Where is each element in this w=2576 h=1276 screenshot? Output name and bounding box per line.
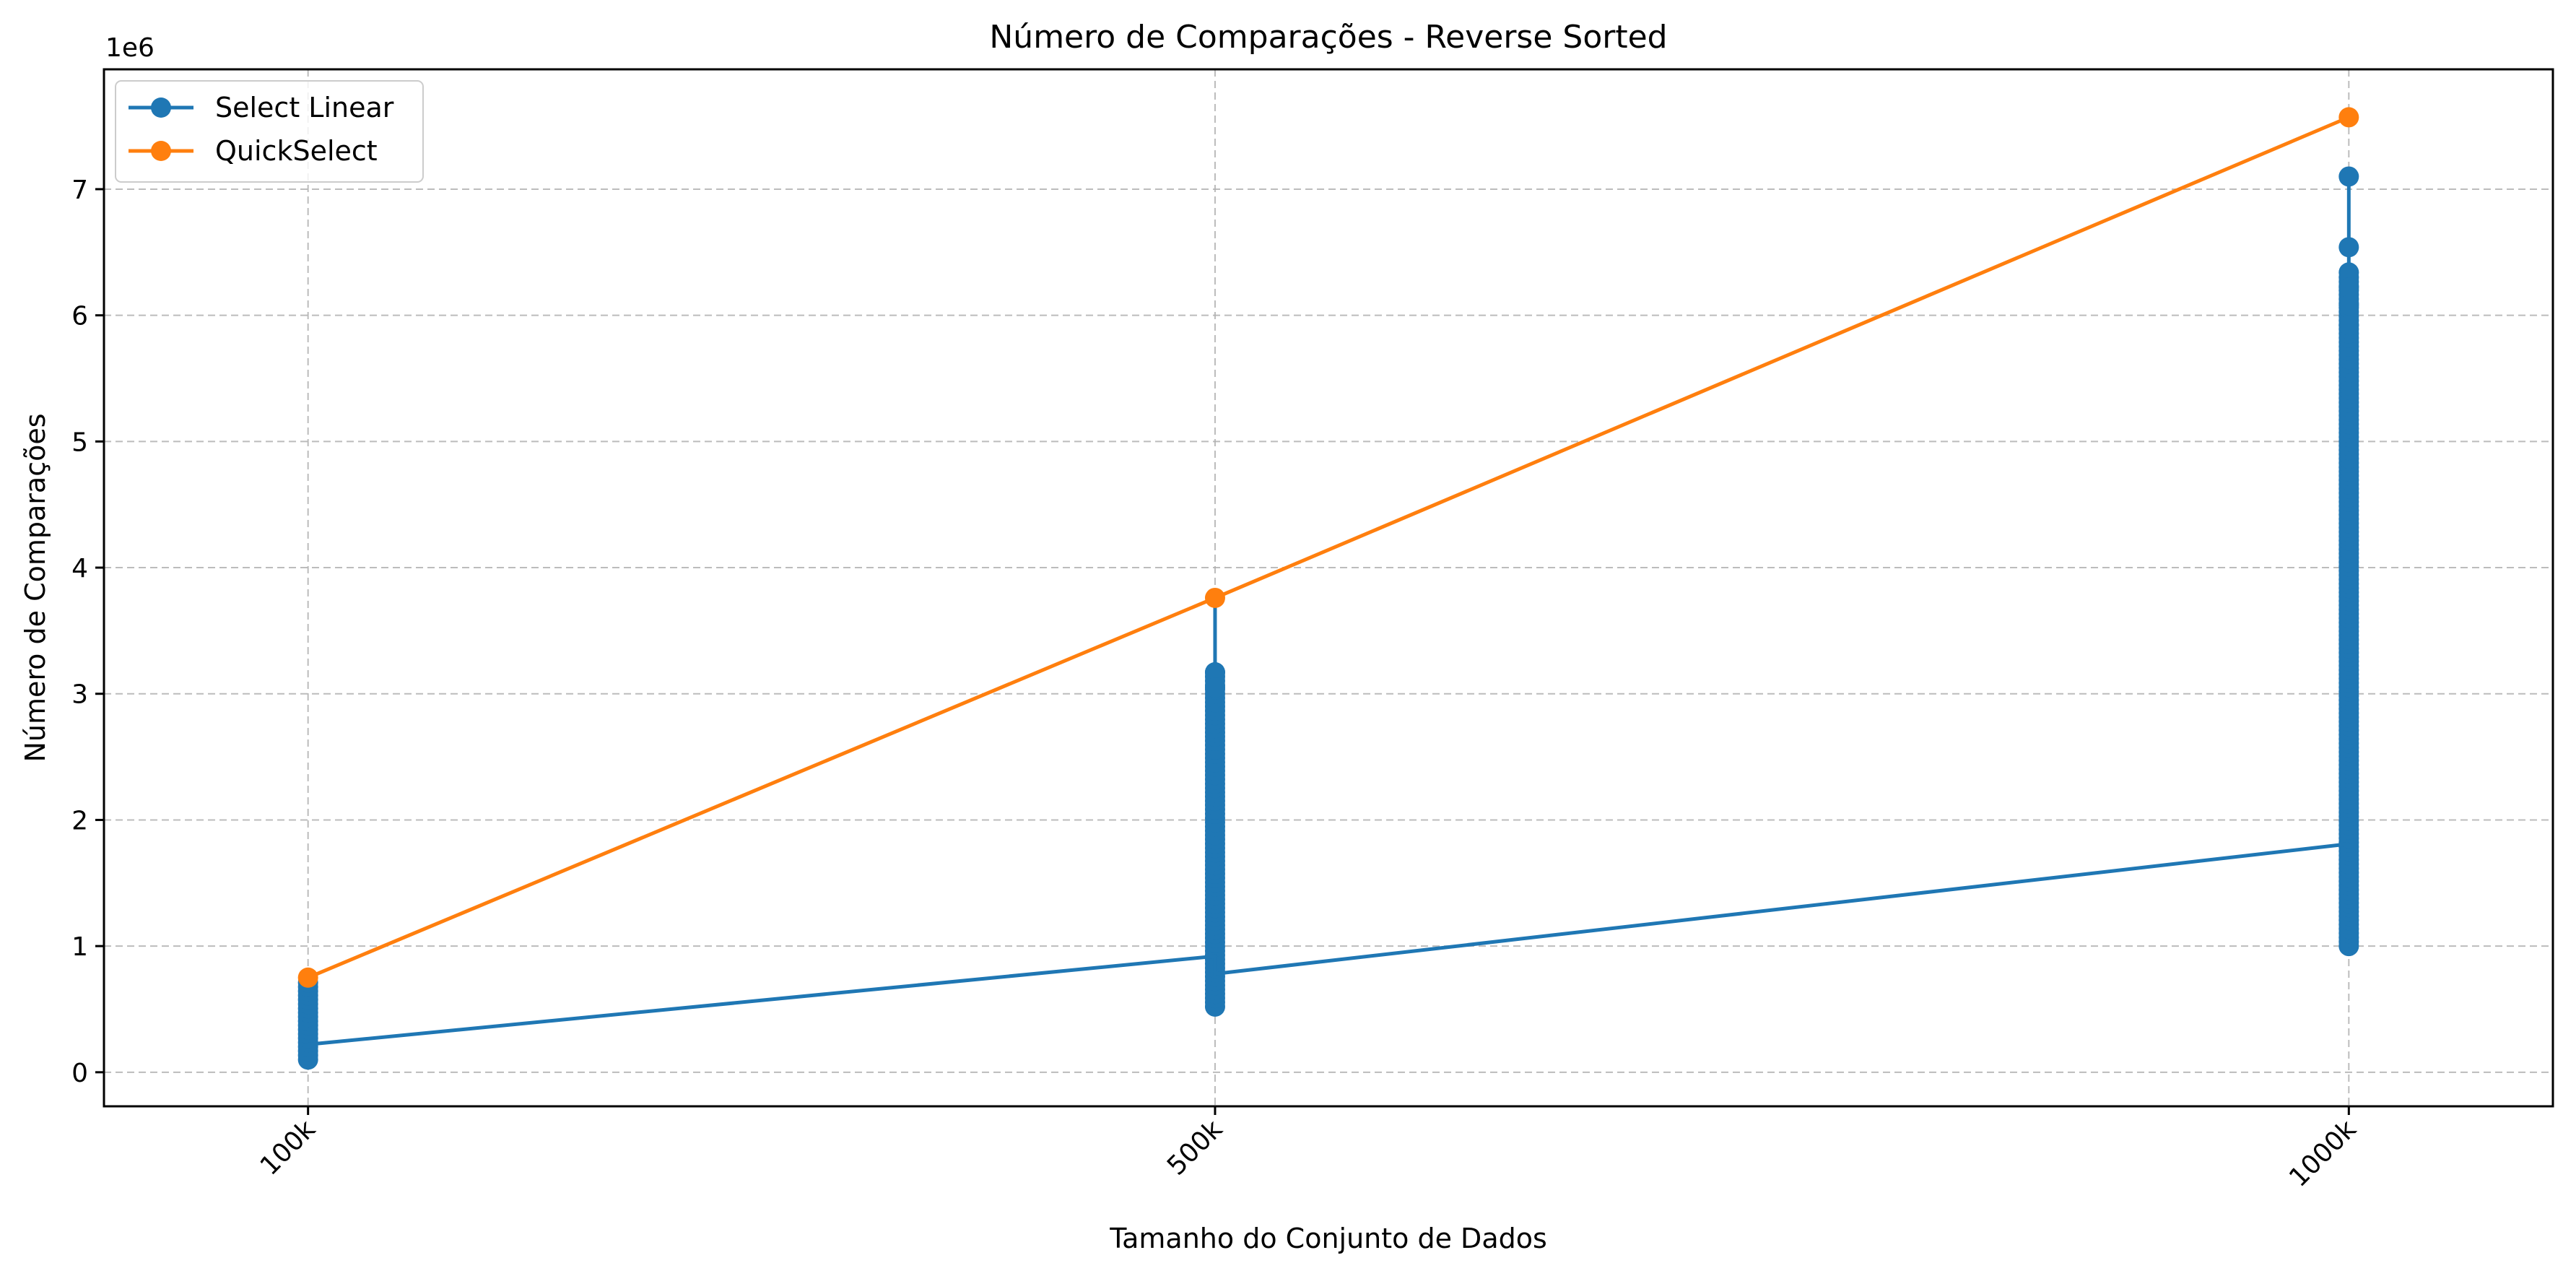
select-linear-point: [2338, 166, 2359, 187]
y-tick-label-0: 0: [71, 1059, 88, 1088]
quickselect-point: [1204, 587, 1225, 608]
y-axis-label: Número de Comparações: [19, 413, 51, 762]
legend-marker-select-linear: [151, 97, 171, 118]
y-tick-label-1: 1: [71, 932, 88, 962]
grid: [104, 69, 2553, 1106]
y-tick-label-2: 2: [71, 806, 88, 836]
select-linear-point: [2338, 262, 2359, 283]
quickselect-point: [2338, 107, 2359, 128]
select-linear-point: [2338, 237, 2359, 258]
select-linear-point: [2338, 315, 2359, 336]
axes-frame: [103, 68, 2554, 1108]
legend-marker-quickselect: [151, 141, 171, 161]
legend-label-select-linear: Select Linear: [215, 92, 394, 123]
x-axis-label: Tamanho do Conjunto de Dados: [1109, 1223, 1547, 1254]
select-linear-point: [2338, 295, 2359, 316]
select-linear-line: [308, 842, 2349, 1046]
quickselect-point: [297, 967, 318, 988]
y-tick-label-6: 6: [71, 302, 88, 331]
chart-title: Número de Comparações - Reverse Sorted: [989, 19, 1667, 56]
y-offset-label: 1e6: [105, 33, 155, 63]
y-tick-label-4: 4: [71, 554, 88, 583]
select-linear-point: [1204, 662, 1225, 683]
select-linear-point: [1204, 677, 1225, 698]
y-tick-label-5: 5: [71, 427, 88, 457]
select-linear-point: [2338, 277, 2359, 298]
plot-area: [297, 107, 2359, 1070]
y-tick-label-7: 7: [71, 175, 88, 205]
legend-label-quickselect: QuickSelect: [215, 135, 378, 167]
y-tick-label-3: 3: [71, 680, 88, 710]
legend: Select Linear QuickSelect: [115, 80, 424, 183]
